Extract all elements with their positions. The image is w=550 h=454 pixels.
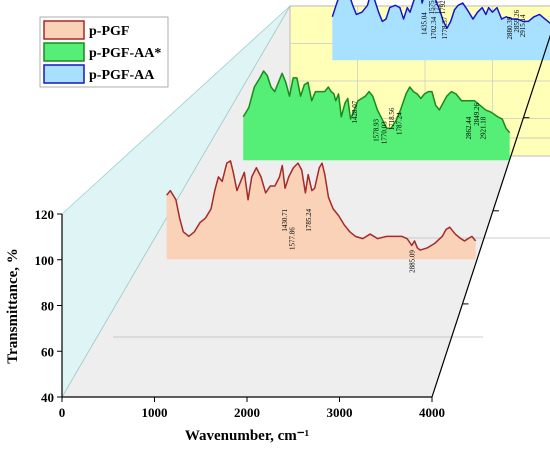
peak-label: 2849.26 (473, 103, 481, 126)
peak-label: 2915.14 (519, 14, 527, 37)
x-tick-label: 2000 (234, 405, 260, 420)
peak-label: 2921.18 (480, 116, 488, 139)
series-layer (166, 0, 550, 260)
peak-label: 1430.71 (281, 208, 289, 231)
peak-label: 1575.66 (428, 0, 436, 14)
y-tick-label: 60 (41, 344, 54, 359)
peak-label: 1428.07 (351, 100, 359, 123)
peak-label: 2880.39 (506, 16, 514, 39)
depth-axis-ticks (462, 117, 530, 305)
y-tick-label: 40 (41, 390, 54, 405)
peak-label: 1578.93 (372, 119, 380, 142)
y-axis-ticks: 40 60 80 100 120 (35, 207, 62, 405)
y-axis-title: Transmittance, % (5, 248, 21, 364)
peak-label: 1721.15 (434, 0, 442, 14)
peak-label: 1792.08 (439, 0, 447, 14)
x-tick-label: 3000 (327, 405, 353, 420)
legend-swatch (43, 20, 85, 40)
y-tick-label: 80 (41, 299, 54, 314)
series-line-p-pgf (166, 160, 477, 251)
legend-swatch (43, 64, 85, 84)
x-axis-ticks: 0 1000 2000 3000 4000 (59, 397, 445, 420)
peak-label: 1770.03 (381, 121, 389, 144)
right-depth-axis-line (431, 34, 550, 398)
y-tick-label: 120 (35, 207, 55, 222)
legend-label: p-PGF-AA (89, 68, 155, 83)
series-line-p-pgf-aa- (242, 70, 511, 134)
peak-label: 1778.37 (441, 16, 449, 39)
peak-label: 1577.86 (288, 227, 296, 250)
peak-label: 2885.09 (409, 250, 417, 273)
peak-label: 1718.56 (388, 107, 396, 130)
x-tick-label: 1000 (142, 405, 168, 420)
series-fill-p-pgf-aa (332, 0, 550, 61)
x-tick-label: 4000 (419, 405, 445, 420)
legend-label: p-PGF-AA* (89, 46, 161, 61)
peak-label: 1785.24 (305, 208, 313, 231)
peak-label: 2859.26 (513, 9, 521, 32)
peak-label: 1702.34 (430, 16, 438, 39)
peak-label: 1787.24 (395, 112, 403, 135)
series-line-p-pgf-aa (331, 0, 550, 29)
x-axis-title: Wavenumber, cm⁻¹ (185, 428, 309, 444)
legend-swatch (43, 42, 85, 62)
legend: p-PGF p-PGF-AA* p-PGF-AA (39, 16, 169, 88)
peak-label: 1435.04 (421, 12, 429, 35)
x-tick-label: 0 (59, 405, 66, 420)
peak-label: 2862.44 (465, 116, 473, 139)
legend-label: p-PGF (89, 24, 129, 39)
y-tick-label: 100 (35, 253, 55, 268)
series-fill-p-pgf (166, 160, 476, 260)
